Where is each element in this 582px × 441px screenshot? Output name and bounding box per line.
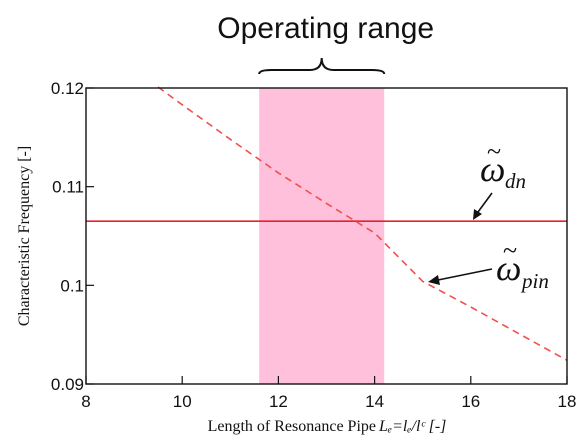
x-axis-label-formula: Lₑ=lₑ/lᶜ [-] [378, 418, 446, 435]
x-tick-label: 14 [365, 392, 384, 411]
annotation-omega-pin-symbol: ω [496, 248, 521, 288]
annotation-omega-dn-subscript: dn [505, 169, 526, 193]
annotation-omega-pin-tilde: ~ [503, 236, 517, 265]
x-tick-label: 12 [269, 392, 288, 411]
y-tick-label: 0.11 [52, 178, 84, 197]
plot-frame [85, 87, 568, 385]
x-tick-label: 16 [461, 392, 480, 411]
x-tick-label: 18 [558, 392, 577, 411]
x-tick-label: 8 [81, 392, 90, 411]
annotation-omega-pin-subscript: pin [520, 269, 549, 293]
annotation-omega-dn: ~ ω dn [473, 137, 526, 220]
annotation-omega-dn-symbol: ω [480, 149, 505, 189]
x-axis-ticks: 8 10 12 14 16 18 [81, 376, 576, 411]
operating-range-band [259, 88, 385, 384]
annotation-omega-pin-arrowhead [428, 275, 440, 285]
y-tick-label: 0.1 [60, 276, 84, 295]
x-tick-label: 10 [173, 392, 192, 411]
operating-range-label: Operating range [217, 12, 434, 45]
annotation-omega-dn-arrowhead [473, 209, 482, 220]
y-axis-ticks: 0.09 0.1 0.11 0.12 [51, 79, 94, 394]
operating-range-brace [258, 57, 386, 75]
annotation-omega-pin: ~ ω pin [428, 236, 549, 293]
annotation-omega-dn-tilde: ~ [487, 137, 501, 166]
y-tick-label: 0.12 [51, 79, 84, 98]
y-axis-label: Characteristic Frequency [-] [16, 146, 33, 326]
series-line-omega-pin [157, 86, 568, 362]
x-axis-label: Length of Resonance Pipe [208, 418, 376, 435]
y-tick-label: 0.09 [51, 375, 84, 394]
annotation-omega-pin-arrow [437, 268, 493, 281]
annotation-omega-dn-arrow [477, 192, 493, 213]
